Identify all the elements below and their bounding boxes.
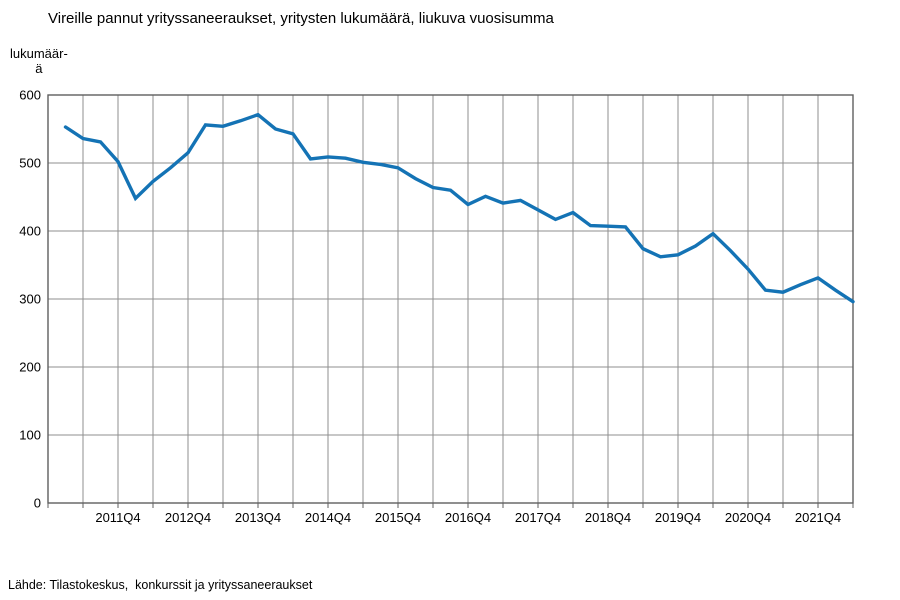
y-tick-label: 600 (19, 88, 41, 103)
x-tick-label: 2013Q4 (235, 510, 281, 525)
x-tick-label: 2021Q4 (795, 510, 841, 525)
x-tick-label: 2012Q4 (165, 510, 211, 525)
y-tick-label: 0 (34, 496, 41, 511)
y-tick-label: 500 (19, 156, 41, 171)
x-tick-label: 2014Q4 (305, 510, 351, 525)
source-note: Lähde: Tilastokeskus, konkurssit ja yrit… (8, 578, 313, 592)
x-tick-label: 2015Q4 (375, 510, 421, 525)
x-tick-label: 2020Q4 (725, 510, 771, 525)
y-tick-label: 400 (19, 224, 41, 239)
data-line-series (63, 112, 855, 304)
y-tick-label: 100 (19, 428, 41, 443)
x-tick-label: 2017Q4 (515, 510, 561, 525)
x-tick-label: 2019Q4 (655, 510, 701, 525)
y-axis-title: lukumäär- ä (10, 46, 68, 76)
x-tick-label: 2011Q4 (95, 510, 140, 525)
plot-border (47, 94, 854, 504)
x-tick-label: 2018Q4 (585, 510, 631, 525)
y-tick-label: 200 (19, 360, 41, 375)
y-axis-title-line2: ä (35, 61, 43, 76)
chart-title: Vireille pannut yrityssaneeraukset, yrit… (48, 10, 554, 27)
y-axis-title-line1: lukumäär- (10, 46, 68, 61)
x-tick-label: 2016Q4 (445, 510, 491, 525)
y-tick-label: 300 (19, 292, 41, 307)
